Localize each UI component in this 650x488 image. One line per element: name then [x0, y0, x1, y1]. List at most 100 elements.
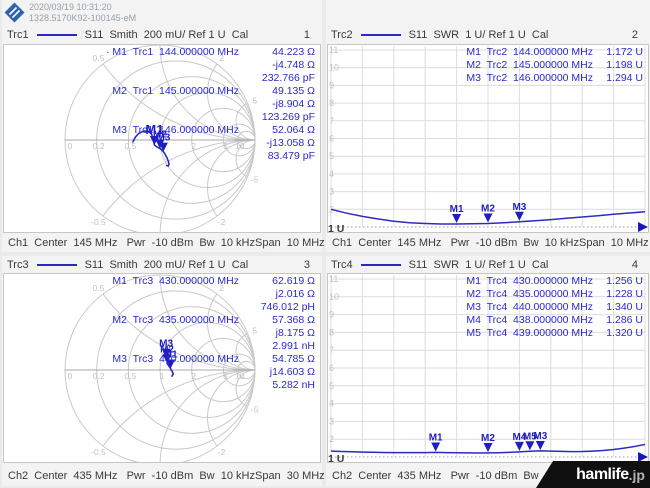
marker-M5[interactable]: M5: [523, 431, 537, 451]
svg-text:10: 10: [329, 292, 339, 302]
trace-path[interactable]: [330, 443, 646, 454]
marker-M2[interactable]: M2: [481, 203, 495, 223]
svg-text:0.5: 0.5: [93, 283, 105, 293]
marker-readout-row: M2 Trc1 145.000000 MHz 49.135 Ω: [106, 85, 315, 98]
window-number: 4: [631, 258, 638, 271]
marker-readout-list: M1 Trc4 430.000000 MHz 1.256 U M2 Trc4 435…: [466, 275, 643, 340]
svg-text:5: 5: [252, 326, 257, 336]
marker-readout-value: 62.619 Ω: [272, 275, 315, 287]
svg-text:0: 0: [68, 141, 73, 151]
svg-text:7: 7: [329, 345, 334, 355]
ref-level-label: 1 U: [328, 223, 344, 233]
marker-readout-value: 49.135 Ω: [272, 85, 315, 97]
svg-text:5: 5: [223, 371, 228, 381]
channel-footer-ch2[interactable]: Ch2 Center 435 MHz Pwr -10 dBm Bw 10 kHz…: [2, 463, 325, 482]
svg-text:-5: -5: [251, 404, 259, 414]
marker-readout-label: M1 Trc2 144.000000 MHz: [466, 46, 593, 58]
hamlife-watermark: hamlife .jp: [536, 461, 650, 488]
marker-readout-row: M3 Trc4 440.000000 MHz 1.340 U: [466, 301, 643, 314]
svg-text:0.5: 0.5: [93, 53, 105, 63]
svg-text:2: 2: [329, 434, 334, 444]
svg-text:M2: M2: [481, 203, 495, 214]
marker-M2[interactable]: M2: [481, 433, 495, 452]
marker-readout-value: j14.603 Ω: [269, 366, 315, 378]
marker-M3[interactable]: M3: [512, 202, 527, 221]
diagram-area-4: Trc4 S11 SWR 1 U/ Ref 1 U Cal 4 2 3 4 5 6 7 8 9…: [326, 256, 650, 486]
marker-readout-row: 83.479 pF: [106, 150, 315, 163]
marker-M1[interactable]: M1: [450, 204, 464, 223]
svg-text:M2: M2: [481, 433, 495, 444]
svg-text:2: 2: [219, 283, 224, 293]
svg-text:11: 11: [329, 274, 338, 284]
marker-M1[interactable]: M1: [145, 122, 163, 146]
marker-readout-value: 1.256 U: [606, 275, 643, 287]
span-setting: Span 10 MHz: [578, 237, 649, 249]
svg-text:5: 5: [252, 96, 257, 106]
trace-header-trc2[interactable]: Trc2 S11 SWR 1 U/ Ref 1 U Cal 2: [326, 26, 650, 44]
marker-readout-value: 1.340 U: [606, 301, 643, 313]
marker-readout-label: M2 Trc3 435.000000 MHz: [112, 314, 239, 326]
watermark-brand: hamlife: [576, 465, 629, 483]
ref-level-arrow-icon[interactable]: [638, 222, 648, 232]
ref-level-arrow-icon[interactable]: [638, 452, 648, 462]
marker-readout-row: -j8.904 Ω: [106, 98, 315, 111]
trace-header-trc4[interactable]: Trc4 S11 SWR 1 U/ Ref 1 U Cal 4: [326, 256, 650, 273]
marker-readout-value: 1.228 U: [606, 288, 643, 300]
channel-footer-ch1[interactable]: Ch1 Center 145 MHz Pwr -10 dBm Bw 10 kHz…: [326, 233, 650, 249]
marker-readout-label: M5 Trc4 439.000000 MHz: [466, 327, 593, 339]
swr-chart-trc4[interactable]: 2 3 4 5 6 7 8 9 10 11 1 U M1 M2 M3 M4 M5 M1 Trc4 430.00…: [327, 273, 649, 463]
marker-readout-row: 5.282 nH: [112, 379, 315, 392]
trace-path[interactable]: [132, 130, 170, 167]
svg-text:M3: M3: [156, 133, 170, 144]
svg-text:1: 1: [160, 371, 165, 381]
marker-readout-value: -j8.904 Ω: [272, 98, 315, 110]
marker-M3[interactable]: M3: [533, 431, 548, 450]
marker-readout-row: M2 Trc2 145.000000 MHz 1.198 U: [466, 59, 643, 72]
swr-chart-trc2[interactable]: 2 3 4 5 6 7 8 9 10 11 1 U M1 M2 M3 M1 Trc2 144.000000…: [327, 44, 649, 233]
marker-M3[interactable]: M3: [156, 133, 171, 152]
marker-readout-row: j2.016 Ω: [112, 288, 315, 301]
marker-readout-label: M1 Trc4 430.000000 MHz: [466, 275, 593, 287]
measurement-label: S11 Smith 200 mU/ Ref 1 U Cal: [84, 258, 249, 271]
marker-readout-value: 1.198 U: [606, 59, 643, 71]
marker-readout-row: M5 Trc4 439.000000 MHz 1.320 U: [466, 327, 643, 340]
device-info: 2020/03/19 10:31:20 1328.5170K92-100145-…: [29, 2, 136, 23]
marker-readout-value: 1.294 U: [606, 72, 643, 84]
marker-readout-value: 746.012 pH: [260, 301, 315, 313]
measurement-label: S11 SWR 1 U/ Ref 1 U Cal: [408, 29, 549, 41]
marker-M4[interactable]: M4: [512, 432, 527, 451]
marker-readout-row: -j4.748 Ω: [106, 59, 315, 72]
trace-label: Trc1: [7, 29, 29, 41]
svg-text:6: 6: [329, 134, 334, 144]
trace-color-sample: [360, 34, 401, 36]
marker-readout-value: 52.064 Ω: [272, 124, 315, 136]
marker-M1[interactable]: M1: [429, 432, 443, 452]
diagram-area-2: Trc2 S11 SWR 1 U/ Ref 1 U Cal 2 2 3 4 5 6 7 8 9…: [326, 0, 650, 252]
marker-readout-value: 2.991 nH: [272, 340, 315, 352]
svg-text:0.5: 0.5: [124, 371, 136, 381]
svg-text:5: 5: [329, 151, 334, 161]
channel-footer-ch1[interactable]: Ch1 Center 145 MHz Pwr -10 dBm Bw 10 kHz…: [2, 233, 325, 249]
trace-path[interactable]: [330, 208, 646, 225]
diagram-area-3: Trc3 S11 Smith 200 mU/ Ref 1 U Cal 3 0 0.…: [2, 256, 325, 486]
marker-readout-row: -j13.058 Ω: [106, 137, 315, 150]
trace-header-trc3[interactable]: Trc3 S11 Smith 200 mU/ Ref 1 U Cal 3: [2, 256, 322, 273]
marker-readout-row: M3 Trc2 146.000000 MHz 1.294 U: [466, 72, 643, 85]
marker-readout-list: · M1 Trc1 144.000000 MHz 44.223 Ω -j4.748 …: [106, 46, 315, 163]
svg-text:-0.5: -0.5: [91, 217, 106, 227]
marker-M3[interactable]: M3: [159, 339, 173, 358]
marker-readout-row: 746.012 pH: [112, 301, 315, 314]
svg-text:M2: M2: [153, 129, 167, 140]
trace-header-trc1[interactable]: Trc1 S11 Smith 200 mU/ Ref 1 U Cal 1: [2, 26, 322, 44]
window-number: 1: [303, 29, 310, 41]
marker-readout-label: M3 Trc2 146.000000 MHz: [466, 72, 593, 84]
trace-label: Trc4: [331, 258, 353, 271]
span-setting: Span 10 MHz: [254, 237, 325, 249]
marker-readout-row: M3 Trc1 146.000000 MHz 52.064 Ω: [106, 124, 315, 137]
